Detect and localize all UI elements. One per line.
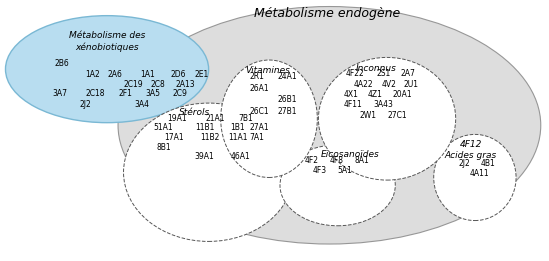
Text: Métabolisme endogène: Métabolisme endogène [254, 7, 400, 20]
Text: 17A1: 17A1 [165, 133, 184, 142]
Text: 2J2: 2J2 [458, 159, 470, 168]
Text: 4A11: 4A11 [469, 169, 489, 178]
Text: 4Z1: 4Z1 [368, 90, 383, 99]
Text: 39A1: 39A1 [195, 152, 215, 161]
Text: Vitamines: Vitamines [245, 66, 290, 75]
Text: 4F3: 4F3 [313, 167, 327, 175]
Text: 7B1: 7B1 [239, 114, 254, 123]
Text: 4F2: 4F2 [305, 156, 319, 165]
Text: 4B1: 4B1 [480, 159, 495, 168]
Text: 21A1: 21A1 [206, 114, 226, 123]
Text: 27A1: 27A1 [250, 123, 270, 132]
Ellipse shape [124, 103, 294, 241]
Ellipse shape [318, 57, 456, 180]
Text: 2C19: 2C19 [124, 80, 143, 88]
Text: 3A7: 3A7 [52, 90, 67, 98]
Text: 2R1: 2R1 [250, 73, 265, 81]
Text: 11B2: 11B2 [200, 133, 220, 142]
Text: 2F1: 2F1 [118, 90, 132, 98]
Text: 2B6: 2B6 [55, 60, 70, 68]
Text: Stérols: Stérols [180, 108, 210, 117]
Text: 2U1: 2U1 [404, 80, 418, 88]
Text: 3A4: 3A4 [135, 100, 149, 109]
Text: 4A22: 4A22 [354, 80, 374, 88]
Text: 24A1: 24A1 [277, 73, 297, 81]
Ellipse shape [221, 60, 317, 177]
Text: 4F22: 4F22 [346, 69, 365, 78]
Text: 4X1: 4X1 [343, 90, 358, 99]
Text: 11A1: 11A1 [228, 133, 248, 142]
Text: 2W1: 2W1 [360, 111, 377, 120]
Text: 1B1: 1B1 [231, 123, 245, 132]
Ellipse shape [280, 145, 395, 226]
Text: 27B1: 27B1 [277, 107, 297, 116]
Text: 46A1: 46A1 [231, 152, 250, 161]
Ellipse shape [434, 134, 516, 221]
Text: Métabolisme des
xénobiotiques: Métabolisme des xénobiotiques [69, 31, 145, 52]
Text: 8A1: 8A1 [354, 156, 369, 165]
Text: 11B1: 11B1 [195, 123, 214, 132]
Text: 5A1: 5A1 [338, 167, 352, 175]
Text: 3A43: 3A43 [373, 100, 393, 109]
Text: 2S1: 2S1 [376, 69, 390, 78]
Text: Eicosanoïdes: Eicosanoïdes [321, 150, 380, 159]
Text: 26A1: 26A1 [250, 84, 270, 93]
Ellipse shape [5, 16, 209, 123]
Text: 4F12
Acides gras: 4F12 Acides gras [445, 140, 497, 160]
Text: 2C8: 2C8 [151, 80, 166, 88]
Text: 2C18: 2C18 [85, 90, 105, 98]
Text: 19A1: 19A1 [167, 114, 187, 123]
Text: 4V2: 4V2 [382, 80, 396, 88]
Text: 4F11: 4F11 [343, 100, 362, 109]
Text: 2E1: 2E1 [195, 70, 209, 79]
Text: 2A6: 2A6 [107, 70, 122, 79]
Text: 3A5: 3A5 [145, 90, 160, 98]
Text: 27C1: 27C1 [387, 111, 407, 120]
Text: 2A7: 2A7 [401, 69, 416, 78]
Text: 7A1: 7A1 [250, 133, 265, 142]
Ellipse shape [118, 7, 541, 244]
Text: 51A1: 51A1 [154, 123, 173, 132]
Text: 8B1: 8B1 [156, 143, 171, 152]
Text: 1A2: 1A2 [85, 70, 100, 79]
Text: 26C1: 26C1 [250, 107, 270, 116]
Text: 4F8: 4F8 [329, 156, 344, 165]
Text: 26B1: 26B1 [277, 95, 297, 104]
Text: 2D6: 2D6 [170, 70, 186, 79]
Text: 2J2: 2J2 [80, 100, 91, 109]
Text: Inconnus: Inconnus [356, 64, 396, 73]
Text: 20A1: 20A1 [393, 90, 412, 99]
Text: 2C9: 2C9 [173, 90, 188, 98]
Text: 1A1: 1A1 [140, 70, 155, 79]
Text: 2A13: 2A13 [176, 80, 195, 88]
